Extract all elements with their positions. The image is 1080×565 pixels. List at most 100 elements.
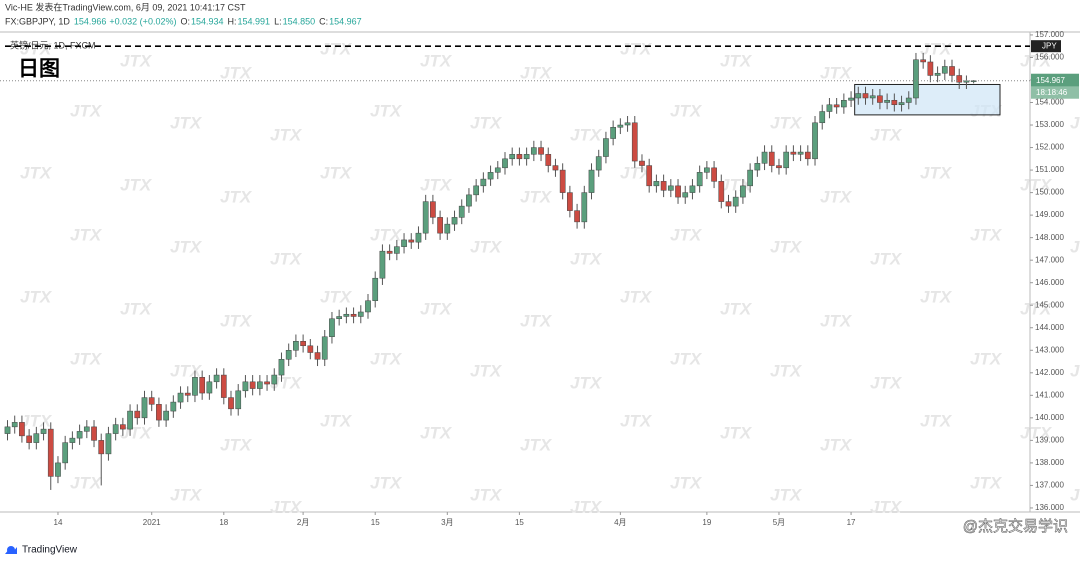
watermark: JTX bbox=[120, 175, 153, 194]
candle-body bbox=[170, 401, 177, 412]
watermark: JTX bbox=[270, 249, 303, 268]
candle-body bbox=[249, 381, 256, 389]
watermark: JTX bbox=[320, 39, 353, 58]
candle-body bbox=[401, 239, 407, 247]
candle-body bbox=[675, 185, 681, 198]
y-tick-label: 141.000 bbox=[1035, 390, 1064, 399]
watermark: JTX bbox=[1020, 299, 1053, 318]
x-tick-label: 15 bbox=[371, 518, 380, 527]
candle-body bbox=[473, 185, 479, 196]
candle-body bbox=[574, 210, 580, 223]
candle-body bbox=[271, 374, 278, 385]
watermark: JTX bbox=[570, 373, 603, 392]
candle-body bbox=[62, 442, 69, 464]
candle-body bbox=[11, 422, 18, 428]
candle-body bbox=[134, 410, 141, 419]
watermark: JTX bbox=[1070, 485, 1080, 504]
watermark: JTX bbox=[1070, 361, 1080, 380]
y-tick-label: 136.000 bbox=[1035, 503, 1064, 512]
candle-body bbox=[523, 154, 530, 160]
candle-body bbox=[444, 223, 451, 234]
watermark: JTX bbox=[870, 373, 903, 392]
candle-body bbox=[768, 151, 775, 166]
candle-body bbox=[228, 397, 234, 410]
candle-body bbox=[790, 151, 797, 155]
candle-body bbox=[141, 397, 148, 419]
watermark: JTX bbox=[770, 361, 803, 380]
candle-body bbox=[357, 311, 364, 317]
candle-body bbox=[379, 250, 386, 279]
candle-body bbox=[891, 99, 898, 106]
candle-body bbox=[581, 192, 588, 223]
brand-icon bbox=[5, 547, 17, 554]
candle-body bbox=[667, 185, 674, 191]
candle-body bbox=[293, 341, 299, 351]
candle-body bbox=[660, 181, 667, 191]
candle-body bbox=[192, 377, 198, 396]
candle-body bbox=[841, 99, 847, 108]
watermark: JTX bbox=[170, 485, 203, 504]
y-tick-label: 145.000 bbox=[1035, 300, 1064, 309]
candle-body bbox=[761, 151, 768, 164]
candle-body bbox=[934, 72, 941, 76]
candle-body bbox=[826, 104, 833, 112]
candle-body bbox=[40, 428, 47, 434]
watermark: JTX bbox=[220, 435, 253, 454]
x-tick-label: 2021 bbox=[143, 518, 161, 527]
chart-title: 日图 bbox=[18, 58, 60, 81]
candle-body bbox=[617, 124, 624, 128]
watermark: JTX bbox=[320, 163, 353, 182]
chart-subtitle: 英镑/日元, 1D, FXCM bbox=[10, 39, 96, 50]
candle-body bbox=[206, 381, 213, 394]
candle-body bbox=[26, 435, 32, 443]
watermark: JTX bbox=[770, 485, 803, 504]
watermark: JTX bbox=[470, 485, 503, 504]
watermark: JTX bbox=[1070, 237, 1080, 256]
x-tick-label: 15 bbox=[515, 518, 524, 527]
x-tick-label: 5月 bbox=[773, 518, 785, 527]
candle-body bbox=[595, 156, 602, 171]
y-tick-label: 138.000 bbox=[1035, 458, 1064, 467]
watermark: JTX bbox=[220, 187, 253, 206]
watermark: JTX bbox=[720, 51, 753, 70]
candle-body bbox=[704, 167, 710, 173]
candle-body bbox=[941, 66, 948, 74]
candle-body bbox=[480, 178, 487, 187]
candle-body bbox=[184, 392, 191, 396]
y-tick-label: 143.000 bbox=[1035, 345, 1064, 354]
legend-text: 154.967 bbox=[329, 16, 362, 26]
watermark: JTX bbox=[370, 101, 403, 120]
legend-text: 154.850 bbox=[283, 16, 316, 26]
y-tick-label: 151.000 bbox=[1035, 165, 1064, 174]
watermark: JTX bbox=[570, 249, 603, 268]
brand: TradingView bbox=[5, 545, 78, 556]
watermark: JTX bbox=[770, 113, 803, 132]
candle-body bbox=[69, 437, 76, 443]
candle-body bbox=[329, 318, 335, 338]
watermark: JTX bbox=[770, 237, 803, 256]
candle-body bbox=[264, 381, 270, 385]
watermark: JTX bbox=[820, 311, 853, 330]
watermark: JTX bbox=[70, 101, 103, 120]
watermark: JTX bbox=[20, 411, 53, 430]
currency-tag bbox=[1031, 40, 1061, 53]
credit: @杰克交易学识 bbox=[963, 517, 1068, 535]
candle-body bbox=[83, 426, 90, 432]
watermark: JTX bbox=[270, 373, 303, 392]
candle-body bbox=[898, 102, 905, 106]
candle-body bbox=[538, 147, 544, 155]
candle-body bbox=[502, 158, 508, 169]
watermarks: JTX JTX JTX JTX JTX JTX JTX JTX JTX JTX JTX JTX JTX J… bbox=[20, 39, 1080, 516]
watermark: JTX bbox=[570, 497, 603, 516]
watermark: JTX bbox=[620, 287, 653, 306]
candle-body bbox=[235, 390, 242, 410]
candle-body bbox=[336, 316, 343, 319]
candle-body bbox=[365, 300, 371, 313]
candle-body bbox=[905, 97, 912, 103]
legend-text: 154.934 bbox=[191, 16, 224, 26]
watermark: JTX bbox=[170, 113, 203, 132]
range-box bbox=[854, 83, 1001, 116]
candle-body bbox=[862, 93, 869, 99]
symbol-legend: FX:GBPJPY, 1D 154.966 +0.032 (+0.02%) O: 154… bbox=[5, 16, 362, 26]
countdown-tag bbox=[1031, 86, 1079, 99]
